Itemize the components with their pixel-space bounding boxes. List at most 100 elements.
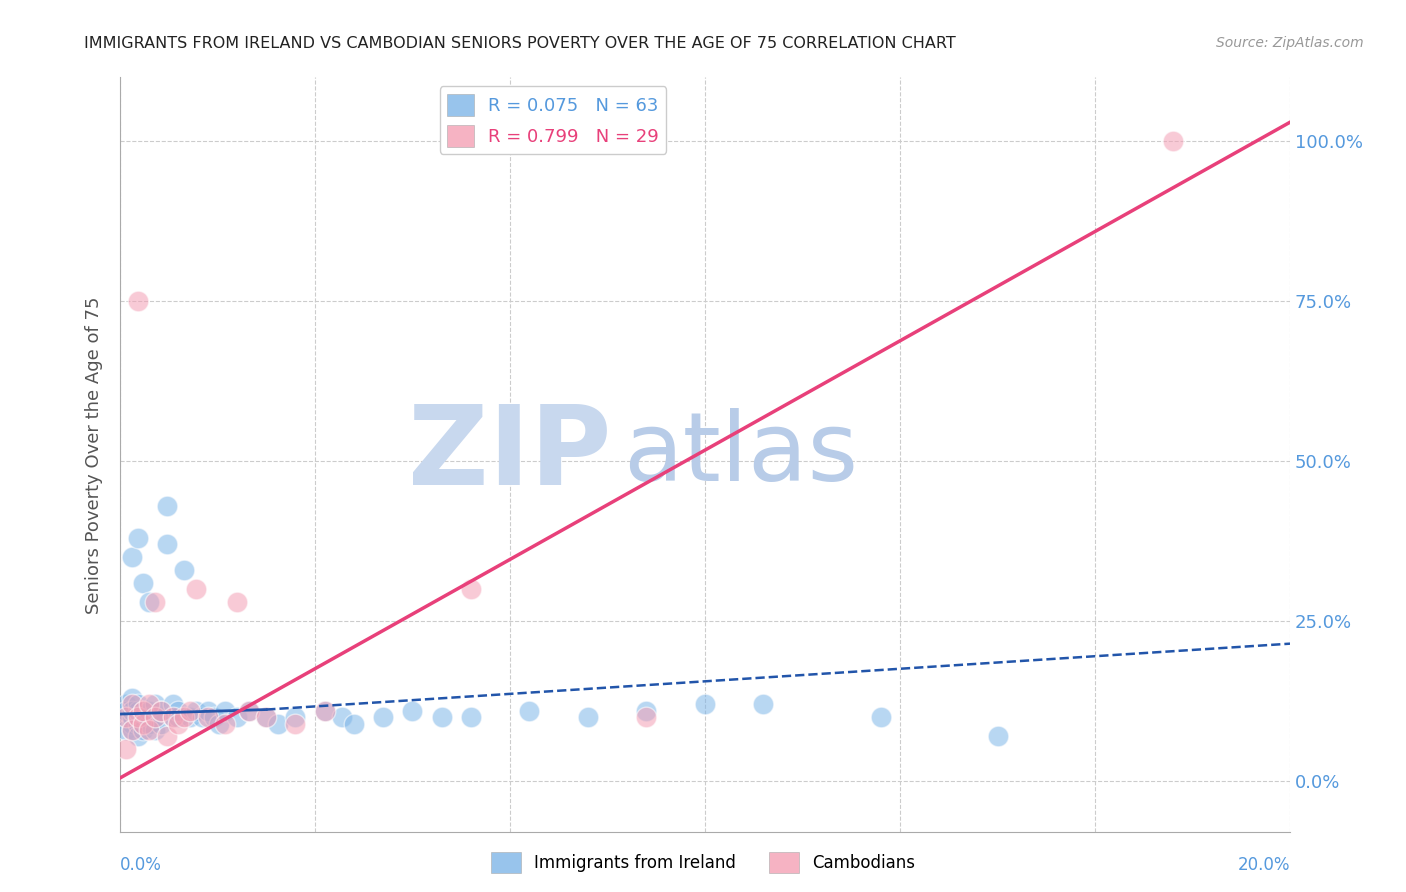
Point: [401, 704, 423, 718]
Point: [184, 582, 207, 597]
Point: [156, 499, 179, 513]
Legend: R = 0.075   N = 63, R = 0.799   N = 29: R = 0.075 N = 63, R = 0.799 N = 29: [440, 87, 666, 154]
Point: [127, 710, 149, 724]
Point: [986, 730, 1008, 744]
Point: [127, 294, 149, 309]
Text: atlas: atlas: [623, 409, 858, 501]
Y-axis label: Seniors Poverty Over the Age of 75: Seniors Poverty Over the Age of 75: [86, 296, 103, 614]
Point: [636, 704, 658, 718]
Point: [214, 704, 236, 718]
Point: [121, 723, 143, 737]
Point: [179, 710, 201, 724]
Point: [267, 716, 290, 731]
Point: [114, 710, 136, 724]
Point: [226, 595, 249, 609]
Point: [149, 716, 172, 731]
Point: [191, 710, 214, 724]
Point: [127, 710, 149, 724]
Point: [114, 742, 136, 756]
Point: [156, 730, 179, 744]
Point: [314, 704, 336, 718]
Point: [214, 716, 236, 731]
Point: [138, 698, 160, 712]
Point: [143, 710, 166, 724]
Point: [238, 704, 260, 718]
Point: [752, 698, 775, 712]
Point: [149, 704, 172, 718]
Point: [143, 723, 166, 737]
Point: [162, 710, 184, 724]
Point: [138, 595, 160, 609]
Point: [254, 710, 277, 724]
Point: [197, 710, 219, 724]
Point: [121, 704, 143, 718]
Point: [167, 704, 190, 718]
Point: [138, 716, 160, 731]
Point: [132, 704, 155, 718]
Point: [576, 710, 599, 724]
Point: [254, 710, 277, 724]
Point: [114, 710, 136, 724]
Text: ZIP: ZIP: [408, 401, 612, 508]
Point: [208, 716, 231, 731]
Point: [173, 710, 195, 724]
Point: [132, 723, 155, 737]
Point: [226, 710, 249, 724]
Point: [373, 710, 395, 724]
Point: [156, 537, 179, 551]
Point: [132, 710, 155, 724]
Point: [284, 710, 307, 724]
Legend: Immigrants from Ireland, Cambodians: Immigrants from Ireland, Cambodians: [484, 846, 922, 880]
Point: [143, 698, 166, 712]
Point: [238, 704, 260, 718]
Point: [121, 698, 143, 712]
Point: [114, 704, 136, 718]
Point: [1161, 135, 1184, 149]
Point: [127, 531, 149, 545]
Point: [202, 710, 225, 724]
Point: [173, 563, 195, 577]
Point: [143, 710, 166, 724]
Point: [143, 595, 166, 609]
Point: [132, 704, 155, 718]
Point: [138, 704, 160, 718]
Point: [184, 704, 207, 718]
Point: [197, 704, 219, 718]
Point: [121, 710, 143, 724]
Point: [121, 723, 143, 737]
Point: [343, 716, 366, 731]
Point: [167, 710, 190, 724]
Point: [314, 704, 336, 718]
Point: [162, 698, 184, 712]
Point: [132, 716, 155, 731]
Point: [121, 716, 143, 731]
Point: [114, 723, 136, 737]
Point: [430, 710, 453, 724]
Point: [127, 730, 149, 744]
Point: [114, 698, 136, 712]
Point: [330, 710, 353, 724]
Point: [167, 716, 190, 731]
Point: [132, 716, 155, 731]
Point: [519, 704, 541, 718]
Point: [121, 550, 143, 565]
Point: [636, 710, 658, 724]
Text: 20.0%: 20.0%: [1237, 855, 1291, 873]
Point: [127, 698, 149, 712]
Point: [162, 710, 184, 724]
Point: [132, 575, 155, 590]
Point: [460, 710, 482, 724]
Point: [127, 716, 149, 731]
Point: [693, 698, 716, 712]
Text: 0.0%: 0.0%: [120, 855, 162, 873]
Point: [869, 710, 891, 724]
Point: [284, 716, 307, 731]
Point: [460, 582, 482, 597]
Point: [127, 704, 149, 718]
Text: Source: ZipAtlas.com: Source: ZipAtlas.com: [1216, 36, 1364, 50]
Text: IMMIGRANTS FROM IRELAND VS CAMBODIAN SENIORS POVERTY OVER THE AGE OF 75 CORRELAT: IMMIGRANTS FROM IRELAND VS CAMBODIAN SEN…: [84, 36, 956, 51]
Point: [138, 710, 160, 724]
Point: [149, 704, 172, 718]
Point: [138, 723, 160, 737]
Point: [179, 704, 201, 718]
